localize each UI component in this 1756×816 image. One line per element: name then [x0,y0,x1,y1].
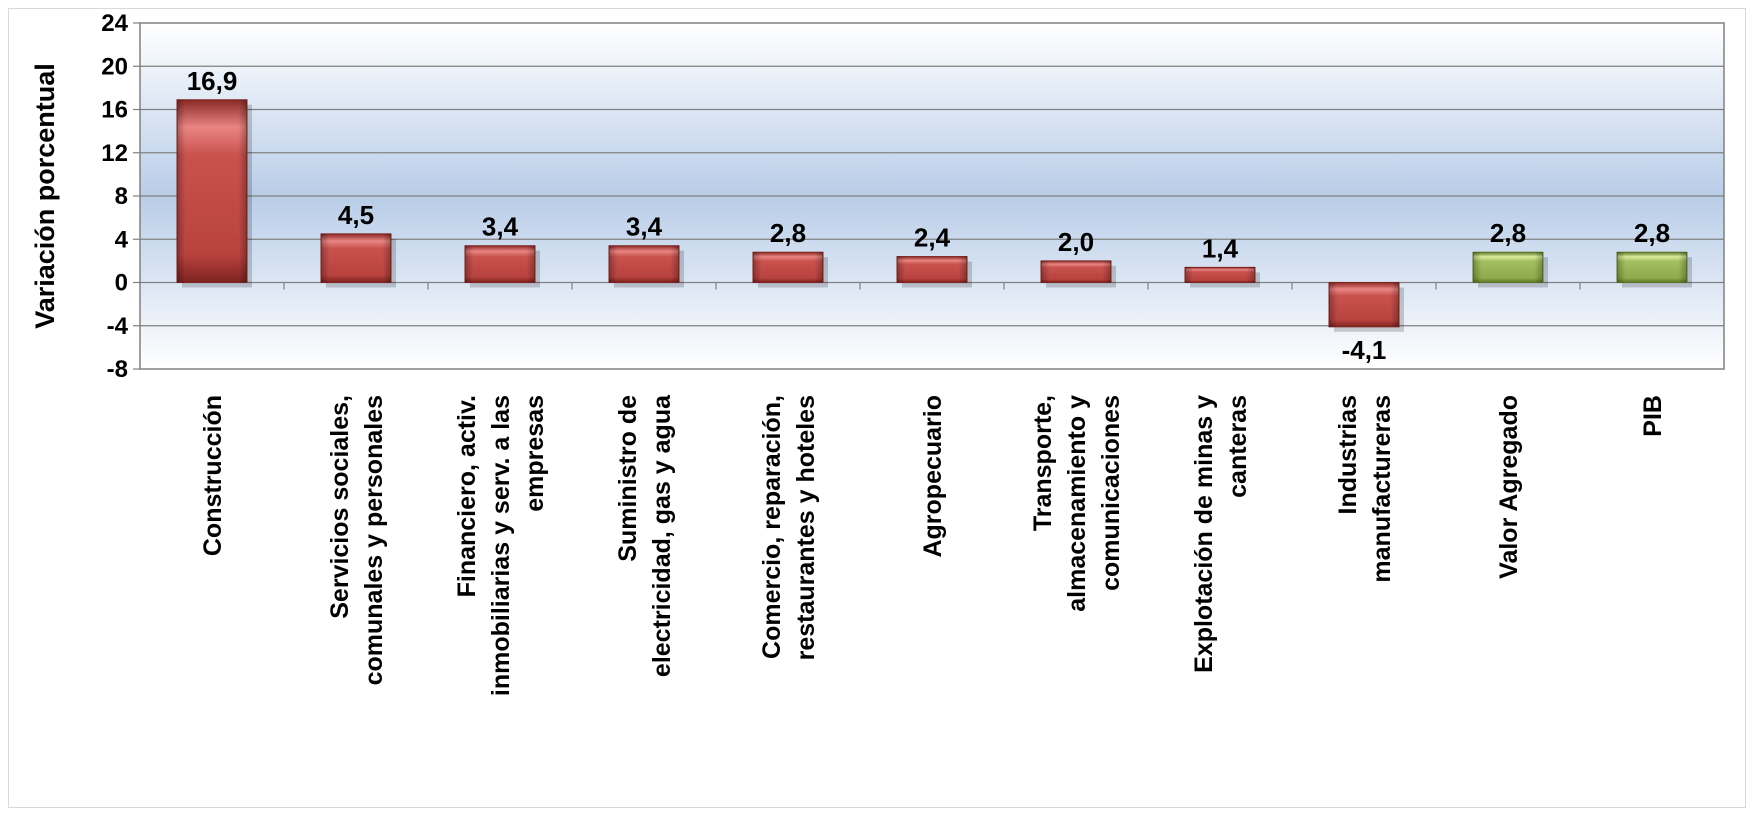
data-label: 2,4 [914,223,951,253]
x-category-line: Servicios sociales, [326,395,354,619]
bar-bevel [609,245,679,283]
x-category-line: inmobiliarias y serv. a las [487,395,515,696]
bar-9 [1472,251,1548,288]
bar-bevel [1329,282,1399,327]
x-category-line: Valor Agregado [1495,395,1523,579]
bar-chart: 24 20 16 12 8 4 0 -4 -8 16,9 4,5 3,4 3,4 2,8 2,4 2,0 1,… [30,10,1725,696]
chart-frame: 24 20 16 12 8 4 0 -4 -8 16,9 4,5 3,4 3,4 2,8 2,4 2,0 1,… [8,8,1746,808]
x-category-label: Comercio, reparación, restaurantes y hote… [758,395,820,660]
x-category-line: canteras [1224,395,1252,498]
bar-bevel [1617,252,1687,283]
x-category-line: Suministro de [614,395,642,562]
y-tick-label: -8 [107,356,128,383]
x-category-label: Servicios sociales, comunales y personale… [326,395,388,685]
data-label: 2,8 [770,218,806,248]
data-label: 16,9 [187,66,238,96]
y-tick-label: 0 [115,270,128,297]
bar-1 [320,233,396,288]
x-category-label: Transporte, almacenamiento y comunicacione… [1029,395,1125,612]
bar-7 [1184,266,1260,288]
x-category-label: Industrias manufactureras [1334,395,1396,583]
data-label: 3,4 [626,212,663,242]
x-category-line: Comercio, reparación, [758,395,786,659]
bar-bevel [897,256,967,283]
x-category-line: comunales y personales [360,395,388,685]
x-category-line: electricidad, gas y agua [648,394,676,677]
x-category-label: Valor Agregado [1495,395,1523,579]
bar-bevel [1041,260,1111,283]
bar-10 [1616,251,1692,288]
x-category-line: almacenamiento y [1063,395,1091,612]
data-label: 2,8 [1490,218,1526,248]
bar-2 [464,245,540,288]
x-category-label: Construcción [199,395,227,556]
x-category-label: Agropecuario [919,395,947,558]
x-category-line: Industrias [1334,395,1362,514]
y-tick-label: 20 [101,53,128,80]
x-category-line: manufactureras [1368,395,1396,583]
y-tick-label: 16 [101,97,128,124]
x-category-line: Explotación de minas y [1190,395,1218,673]
x-category-line: Transporte, [1029,395,1057,531]
bar-bevel [1185,267,1255,283]
y-tick-label: 12 [101,140,128,167]
x-category-label: Financiero, activ. inmobiliarias y serv. … [453,395,549,696]
bar-5 [896,256,972,288]
bar-4 [752,251,828,288]
y-tick-label: 24 [101,10,128,37]
x-category-label: Explotación de minas y canteras [1190,395,1252,673]
x-category-line: Financiero, activ. [453,395,481,597]
x-category-line: Agropecuario [919,395,947,558]
y-tick-label: -4 [107,313,129,340]
y-tick-label: 8 [115,183,128,210]
y-tick-label: 4 [115,226,129,253]
bar-bevel [177,99,247,283]
data-label: 2,8 [1634,218,1670,248]
x-category-label: Suministro de electricidad, gas y agua [614,394,676,677]
data-label: -4,1 [1342,335,1387,365]
x-category-line: empresas [521,395,549,512]
data-label: 4,5 [338,200,374,230]
x-category-label: PIB [1639,395,1667,437]
bar-6 [1040,260,1116,288]
bar-0 [176,99,252,288]
x-category-line: Construcción [199,395,227,556]
data-label: 2,0 [1058,227,1094,257]
bar-8 [1328,282,1404,332]
data-label: 1,4 [1202,233,1239,263]
bar-bevel [465,245,535,283]
bar-bevel [321,233,391,283]
x-category-line: restaurantes y hoteles [792,395,820,660]
bar-bevel [753,252,823,283]
x-category-line: PIB [1639,395,1667,437]
data-label: 3,4 [482,212,519,242]
y-axis-label: Variación porcentual [30,63,60,329]
x-category-line: comunicaciones [1097,395,1125,591]
bar-3 [608,245,684,288]
bar-bevel [1473,252,1543,283]
